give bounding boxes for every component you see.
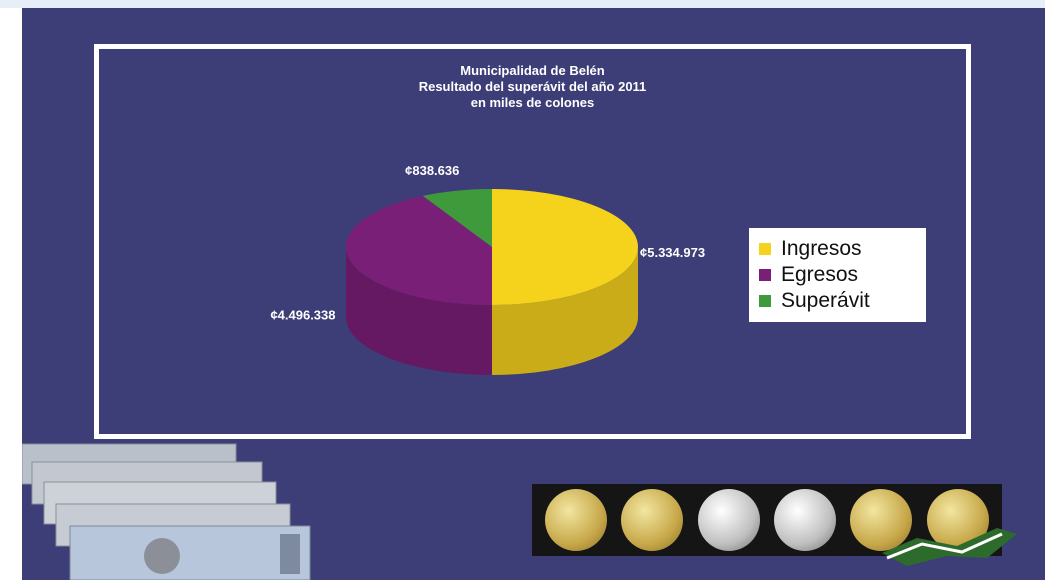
coin (545, 489, 608, 551)
legend: Ingresos Egresos Superávit (749, 228, 926, 322)
title-line-2: Resultado del superávit del año 2011 (418, 79, 647, 94)
pie-slice-superávit (422, 189, 492, 247)
legend-swatch-superavit (759, 295, 771, 307)
legend-item-egresos: Egresos (759, 262, 916, 288)
legend-label-superavit: Superávit (781, 289, 870, 312)
coin (774, 489, 837, 551)
pie-slice-egresos (346, 195, 493, 305)
pie-side-ingresos (492, 247, 638, 375)
pie-side-egresos (346, 247, 493, 375)
chart-frame: Municipalidad de Belén Resultado del sup… (94, 44, 971, 439)
data-label-egresos: ¢4.496.338 (270, 308, 335, 323)
title-line-1: Municipalidad de Belén (460, 63, 605, 78)
legend-swatch-egresos (759, 269, 771, 281)
banknotes-image (22, 443, 311, 580)
legend-label-egresos: Egresos (781, 263, 859, 286)
top-band (0, 0, 1045, 8)
title-line-3: en miles de colones (470, 95, 595, 110)
pie-chart: ¢5.334.973 ¢4.496.338 ¢838.636 (270, 163, 705, 375)
coin (850, 489, 913, 551)
legend-item-superavit: Superávit (759, 288, 916, 314)
coin (621, 489, 684, 551)
flag-image (882, 528, 1017, 566)
pie-slice-ingresos (492, 189, 639, 305)
legend-item-ingresos: Ingresos (759, 236, 916, 262)
legend-label-ingresos: Ingresos (781, 237, 862, 260)
chart-title: Municipalidad de Belén Resultado del sup… (99, 63, 966, 111)
coin (697, 489, 760, 551)
legend-swatch-ingresos (759, 243, 771, 255)
data-label-superávit: ¢838.636 (405, 163, 459, 178)
banknote (22, 443, 311, 580)
data-label-ingresos: ¢5.334.973 (640, 245, 705, 260)
slide: Municipalidad de Belén Resultado del sup… (22, 8, 1045, 580)
